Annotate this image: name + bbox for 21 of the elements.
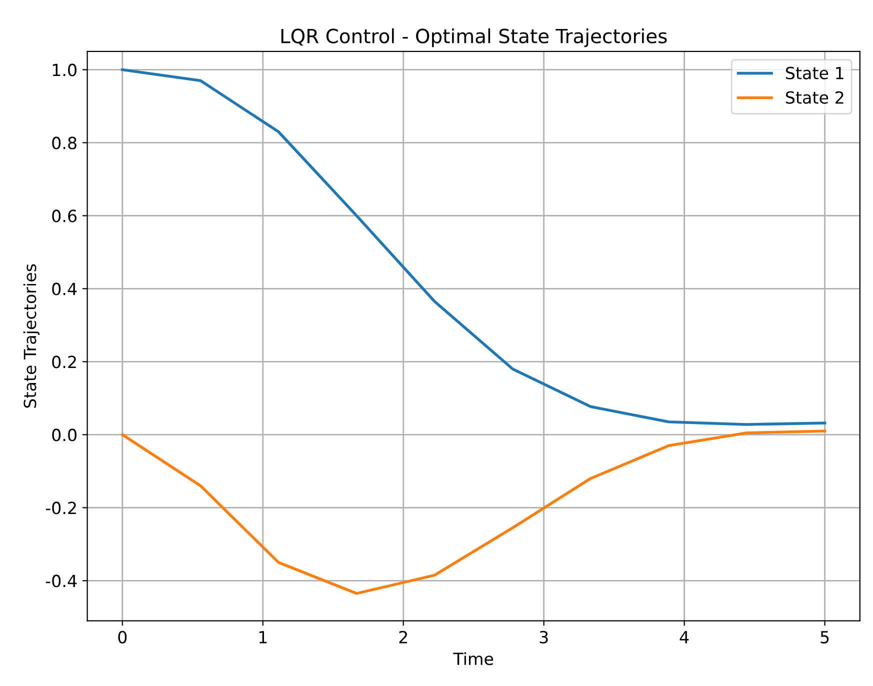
- x-tick-label: 5: [820, 631, 829, 644]
- legend-label: State 1: [786, 66, 844, 80]
- y-tick-label: 0.8: [52, 136, 76, 150]
- y-tick-label: 0.4: [52, 282, 77, 296]
- x-tick-label: 0: [118, 630, 127, 644]
- x-axis-title: Time: [453, 652, 494, 666]
- x-tick-label: 3: [540, 630, 548, 644]
- x-tick-label: 1: [259, 631, 267, 644]
- chart-title: LQR Control - Optimal State Trajectories: [281, 28, 667, 48]
- y-tick-label: -0.4: [46, 574, 77, 588]
- y-tick-label: -0.2: [46, 502, 76, 514]
- legend-label: State 2: [786, 91, 844, 104]
- x-tick-label: 4: [680, 631, 689, 644]
- y-tick-label: 0.6: [52, 210, 77, 222]
- line-series: [121, 68, 826, 426]
- y-tick-label: 0.0: [52, 428, 76, 442]
- y-tick-label: 1.0: [52, 64, 76, 76]
- y-tick-label: 0.2: [52, 356, 76, 368]
- y-axis-title: State Trajectories: [23, 264, 40, 408]
- x-tick-label: 2: [399, 630, 407, 644]
- line-series: [121, 430, 826, 595]
